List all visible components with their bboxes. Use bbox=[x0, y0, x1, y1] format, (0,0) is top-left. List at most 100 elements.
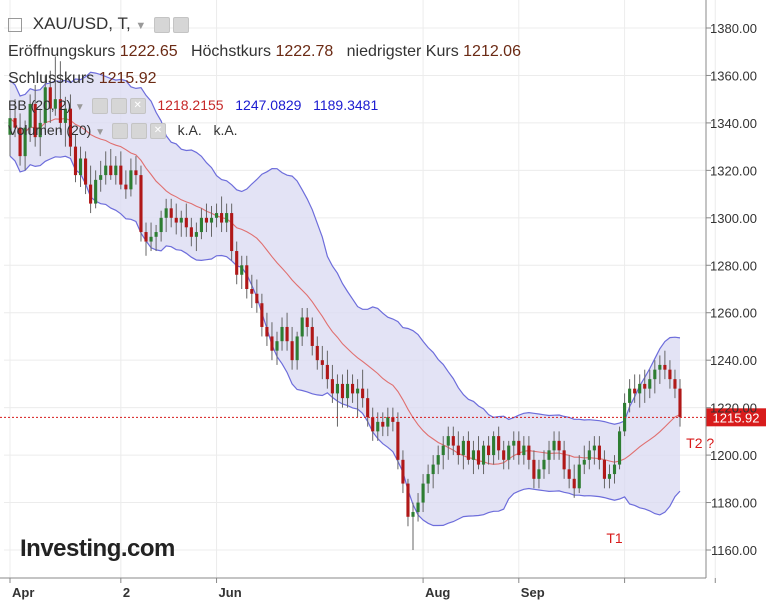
candle-body bbox=[406, 483, 410, 517]
candle bbox=[300, 307, 304, 346]
candle-body bbox=[53, 99, 57, 109]
candle-body bbox=[476, 450, 481, 465]
candle-body bbox=[275, 341, 279, 351]
candle bbox=[260, 293, 264, 337]
candle bbox=[310, 317, 314, 356]
candle bbox=[325, 350, 329, 389]
y-tick-label: 1260.00 bbox=[710, 306, 757, 321]
eye-icon[interactable] bbox=[91, 98, 108, 115]
candle bbox=[58, 61, 62, 133]
candle bbox=[628, 379, 632, 413]
candle-body bbox=[411, 512, 415, 517]
candle-body bbox=[300, 317, 304, 337]
candle bbox=[471, 440, 476, 475]
open-value: 1222.65 bbox=[119, 43, 178, 60]
candle-body bbox=[386, 417, 390, 427]
bb-lower-value: 1189.3481 bbox=[313, 97, 379, 113]
candle-body bbox=[607, 474, 612, 479]
candle bbox=[582, 445, 586, 475]
candle bbox=[169, 198, 173, 228]
gear-icon[interactable] bbox=[130, 123, 147, 140]
candle bbox=[411, 502, 415, 550]
close-icon[interactable]: ✕ bbox=[149, 123, 166, 140]
candle bbox=[633, 374, 637, 403]
candle bbox=[658, 355, 662, 384]
candle-body bbox=[643, 383, 647, 389]
candle-body bbox=[658, 364, 662, 370]
candle bbox=[245, 255, 249, 299]
candle bbox=[68, 94, 73, 157]
candle bbox=[109, 149, 113, 180]
candle-body bbox=[673, 379, 677, 389]
candle-body bbox=[159, 217, 163, 233]
candle bbox=[401, 450, 405, 494]
candle bbox=[436, 445, 440, 475]
candle-body bbox=[481, 445, 486, 465]
candle bbox=[572, 464, 576, 498]
candle bbox=[592, 436, 596, 465]
candle bbox=[315, 336, 319, 370]
candle bbox=[18, 113, 22, 166]
candle-body bbox=[270, 336, 274, 351]
candle bbox=[265, 312, 269, 346]
bb-middle-line bbox=[9, 117, 681, 465]
candle-body bbox=[94, 179, 98, 204]
candle-body bbox=[617, 431, 622, 465]
candle-body bbox=[209, 217, 214, 223]
candle-body bbox=[537, 469, 541, 479]
collapse-icon[interactable] bbox=[8, 17, 22, 32]
candle bbox=[94, 170, 98, 209]
candle bbox=[144, 222, 148, 256]
candle bbox=[99, 160, 103, 192]
overlays: 1215.92 T1 T2 ? bbox=[0, 408, 766, 546]
candle bbox=[577, 455, 581, 494]
candle bbox=[476, 436, 481, 470]
candle-body bbox=[522, 445, 526, 456]
candle-body bbox=[38, 122, 42, 138]
candle bbox=[290, 326, 294, 370]
candle-body bbox=[204, 217, 209, 223]
chevron-down-icon[interactable]: ▼ bbox=[95, 127, 106, 138]
candle-body bbox=[290, 341, 294, 361]
high-value: 1222.78 bbox=[275, 43, 334, 60]
candle bbox=[386, 407, 390, 437]
candle bbox=[497, 426, 501, 460]
eye-icon[interactable] bbox=[154, 16, 171, 33]
chevron-down-icon[interactable]: ▼ bbox=[74, 102, 85, 113]
candle bbox=[643, 369, 647, 403]
symbol-title: XAU/USD, T, bbox=[32, 14, 131, 33]
candle-body bbox=[587, 450, 591, 460]
candle bbox=[507, 440, 511, 470]
y-tick-label: 1320.00 bbox=[710, 163, 757, 178]
candle-body bbox=[572, 478, 576, 489]
x-tick-label: Apr bbox=[12, 585, 34, 600]
y-tick-label: 1360.00 bbox=[710, 68, 757, 83]
candle-body bbox=[542, 459, 546, 470]
candle bbox=[124, 170, 128, 199]
candle-body bbox=[214, 213, 219, 218]
candle-body bbox=[466, 440, 470, 460]
candle-body bbox=[426, 474, 430, 484]
y-tick-label: 1380.00 bbox=[710, 21, 757, 36]
gear-icon[interactable] bbox=[110, 98, 127, 115]
candle-body bbox=[602, 459, 606, 479]
close-icon[interactable]: ✕ bbox=[129, 98, 146, 115]
eye-icon[interactable] bbox=[111, 123, 128, 140]
candle bbox=[199, 208, 203, 240]
candle bbox=[663, 350, 667, 380]
chevron-down-icon[interactable]: ▼ bbox=[135, 20, 147, 32]
gear-icon[interactable] bbox=[173, 16, 190, 33]
candle bbox=[542, 450, 546, 479]
candle bbox=[391, 407, 395, 432]
candle bbox=[537, 459, 541, 489]
candle bbox=[250, 274, 254, 308]
candle-body bbox=[446, 436, 450, 446]
candle bbox=[13, 99, 17, 138]
candle-body bbox=[502, 450, 506, 460]
candle bbox=[209, 205, 214, 237]
candle-body bbox=[471, 450, 476, 460]
candle-body bbox=[532, 459, 536, 479]
candle-body bbox=[547, 450, 551, 460]
candle-body bbox=[612, 464, 617, 475]
